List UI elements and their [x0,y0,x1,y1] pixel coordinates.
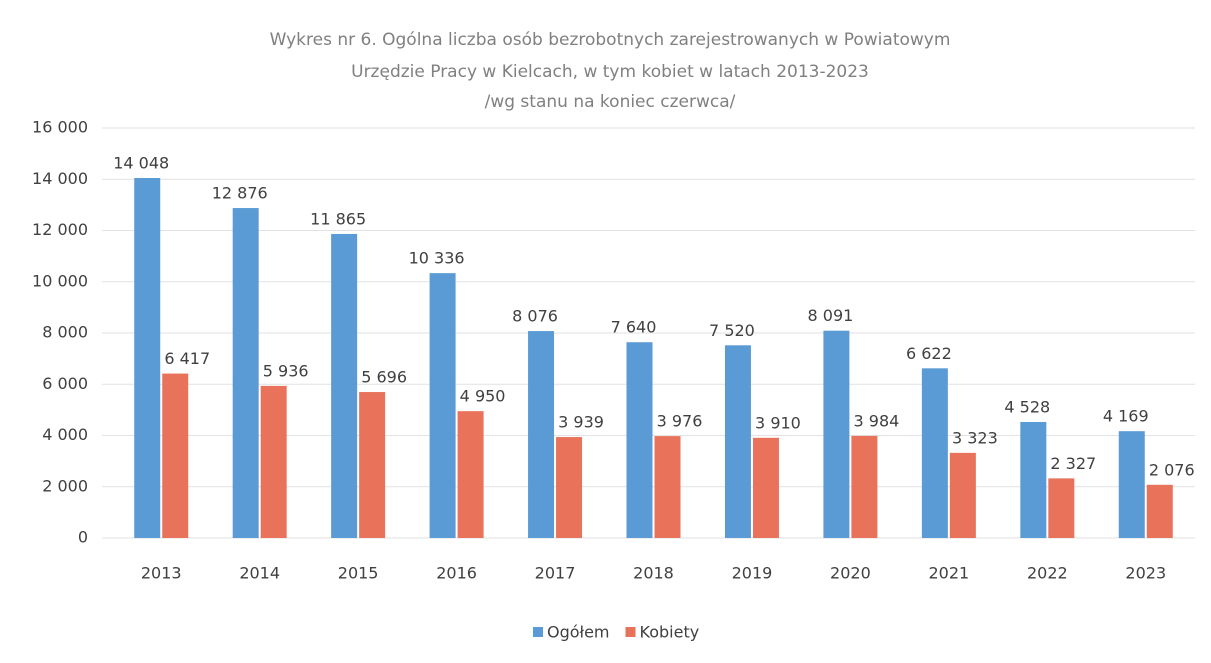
x-tick-label: 2022 [1027,564,1068,583]
data-label: 3 976 [657,412,703,431]
legend-swatch [625,627,636,637]
data-label: 4 528 [1004,397,1050,416]
bar [1020,421,1047,538]
data-label: 5 936 [263,361,309,380]
x-tick-label: 2020 [830,564,871,583]
bar [556,437,583,538]
data-label: 3 323 [952,428,998,447]
x-tick-label: 2013 [141,564,182,583]
chart-title: Urzędzie Pracy w Kielcach, w tym kobiet … [351,62,869,82]
bar [260,385,287,538]
bar [429,273,456,538]
bar [359,392,386,538]
bar [1048,478,1075,538]
data-label: 7 640 [611,318,657,337]
y-tick-label: 8 000 [42,323,88,342]
y-tick-label: 6 000 [42,374,88,393]
data-label: 4 950 [460,387,506,406]
data-label: 11 865 [310,209,366,228]
chart-title: Wykres nr 6. Ogólna liczba osób bezrobot… [270,30,951,50]
bar [752,437,779,538]
bar [626,342,653,538]
data-label: 3 984 [854,411,900,430]
data-label: 14 048 [113,154,169,173]
y-tick-label: 2 000 [42,476,88,495]
x-tick-label: 2018 [633,564,674,583]
data-label: 3 939 [558,413,604,432]
bar [162,373,189,538]
x-tick-label: 2019 [732,564,773,583]
y-tick-label: 14 000 [32,169,88,188]
y-tick-label: 0 [78,528,88,547]
bar [232,208,259,539]
bar [1118,431,1145,538]
x-tick-label: 2014 [239,564,280,583]
x-tick-label: 2017 [535,564,576,583]
data-label: 3 910 [755,413,801,432]
x-tick-label: 2015 [338,564,379,583]
data-label: 6 417 [164,349,210,368]
legend-label: Kobiety [640,623,700,642]
bar [134,178,161,538]
bar [949,452,976,538]
data-label: 8 076 [512,307,558,326]
data-label: 4 169 [1103,407,1149,426]
legend-swatch [533,627,543,637]
x-tick-label: 2023 [1125,564,1166,583]
chart-title: /wg stanu na koniec czerwca/ [485,92,736,112]
x-tick-label: 2021 [929,564,970,583]
data-label: 5 696 [361,368,407,387]
bar [457,411,484,538]
bar [851,435,878,538]
data-label: 12 876 [212,184,268,203]
bar [724,345,751,538]
bar [1146,484,1173,538]
data-label: 8 091 [808,306,854,325]
x-tick-label: 2016 [436,564,477,583]
data-label: 2 327 [1050,454,1096,473]
y-tick-label: 12 000 [32,220,88,239]
y-tick-label: 4 000 [42,425,88,444]
y-tick-label: 16 000 [32,118,88,137]
data-label: 10 336 [409,249,465,268]
y-tick-label: 10 000 [32,271,88,290]
data-label: 6 622 [906,344,952,363]
bar [823,330,850,538]
data-label: 7 520 [709,321,755,340]
data-label: 2 076 [1149,460,1195,479]
bar [921,368,948,538]
bar [331,233,358,538]
bar [654,436,681,538]
bar [528,331,555,538]
legend-label: Ogółem [547,623,610,642]
